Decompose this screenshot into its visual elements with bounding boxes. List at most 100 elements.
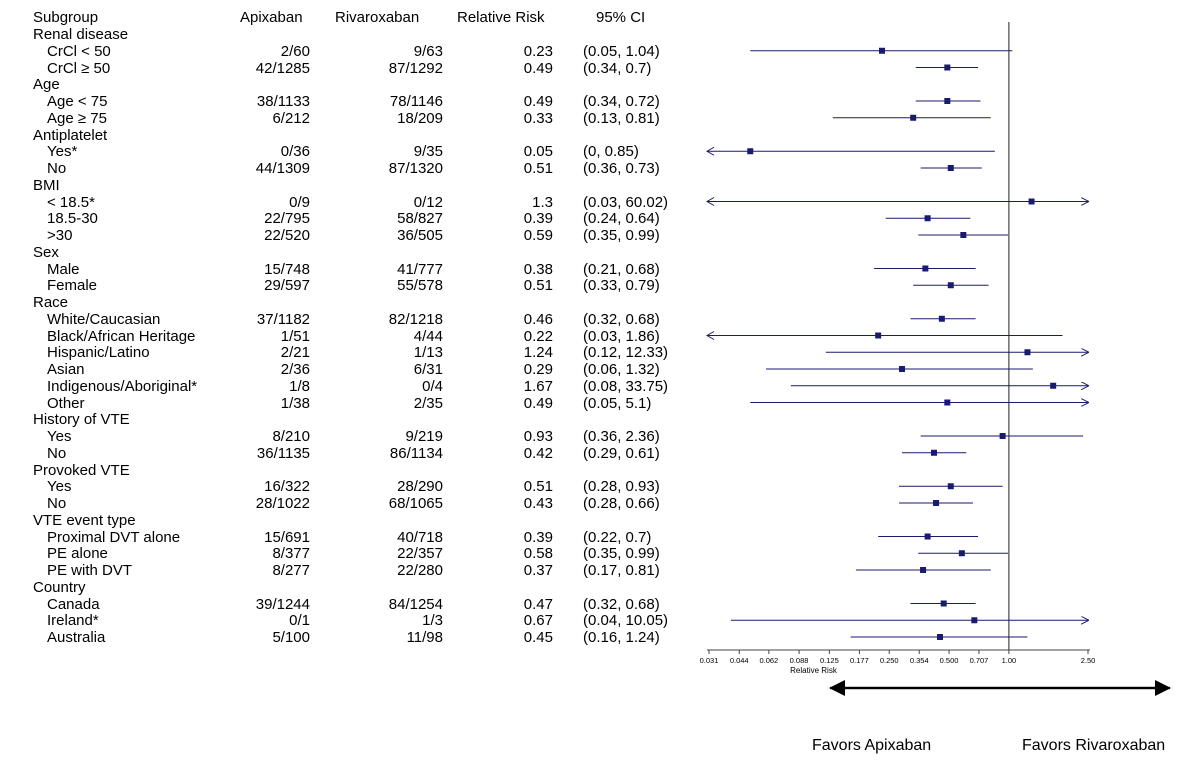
ci-value: (0.32, 0.68) <box>583 310 660 328</box>
table-row: Yes 16/322 28/290 0.51 (0.28, 0.93) <box>0 478 700 495</box>
ci-value: (0.22, 0.7) <box>583 528 652 546</box>
point-estimate <box>924 533 931 540</box>
ci-value: (0.04, 10.05) <box>583 612 669 630</box>
apixaban-count: 2/21 <box>280 344 310 362</box>
table-row: Asian 2/36 6/31 0.29 (0.06, 1.32) <box>0 361 700 378</box>
header-relative-risk: Relative Risk <box>457 9 545 26</box>
subgroup-label: Other <box>47 394 85 412</box>
rivaroxaban-count: 41/777 <box>397 260 443 278</box>
ci-value: (0.34, 0.72) <box>583 93 660 110</box>
subgroup-label: CrCl ≥ 50 <box>47 59 111 77</box>
ci-value: (0.21, 0.68) <box>583 260 660 278</box>
x-axis-label: Relative Risk <box>790 666 838 675</box>
point-estimate <box>1050 382 1057 389</box>
table-row: < 18.5* 0/9 0/12 1.3 (0.03, 60.02) <box>0 194 700 211</box>
rivaroxaban-count: 68/1065 <box>388 495 443 512</box>
x-tick-label: 0.354 <box>910 656 929 665</box>
subgroup-label: Age ≥ 75 <box>47 109 107 127</box>
ci-value: (0.13, 0.81) <box>583 109 660 127</box>
relative-risk-value: 0.23 <box>523 42 553 60</box>
point-estimate <box>960 232 967 238</box>
group-label: Renal disease <box>33 26 129 43</box>
ci-value: (0.28, 0.66) <box>583 495 660 512</box>
subgroup-label: Australia <box>47 629 106 646</box>
table-row: Age ≥ 75 6/212 18/209 0.33 (0.13, 0.81) <box>0 110 700 127</box>
ci-value: (0.36, 2.36) <box>583 428 660 445</box>
rivaroxaban-count: 22/280 <box>397 562 443 579</box>
favors-apixaban-label: Favors Apixaban <box>812 737 932 754</box>
relative-risk-value: 0.93 <box>523 428 553 445</box>
relative-risk-value: 0.47 <box>523 595 553 613</box>
ci-value: (0.05, 5.1) <box>583 394 652 412</box>
relative-risk-value: 0.39 <box>523 210 553 228</box>
point-estimate <box>1028 198 1035 205</box>
subgroup-label: < 18.5* <box>47 193 95 211</box>
x-tick-label: 0.250 <box>880 656 899 665</box>
apixaban-count: 1/38 <box>280 394 310 412</box>
group-header-row: Race <box>0 294 700 311</box>
apixaban-count: 0/1 <box>289 612 310 630</box>
apixaban-count: 1/51 <box>280 327 310 345</box>
table-row: Proximal DVT alone 15/691 40/718 0.39 (0.22,… <box>0 529 700 546</box>
point-estimate <box>947 483 954 490</box>
table-row: No 44/1309 87/1320 0.51 (0.36, 0.73) <box>0 160 700 177</box>
ci-value: (0.29, 0.61) <box>583 444 660 462</box>
point-estimate <box>938 315 945 322</box>
table-row: Female 29/597 55/578 0.51 (0.33, 0.79) <box>0 277 700 294</box>
ci-value: (0.17, 0.81) <box>583 562 660 579</box>
relative-risk-value: 0.45 <box>523 629 553 646</box>
x-tick-label: 0.062 <box>759 656 778 665</box>
point-estimate <box>920 567 927 573</box>
apixaban-count: 28/1022 <box>255 495 310 512</box>
relative-risk-value: 0.22 <box>523 327 553 345</box>
rivaroxaban-count: 84/1254 <box>388 595 443 613</box>
apixaban-count: 37/1182 <box>256 310 310 328</box>
group-header-row: Provoked VTE <box>0 462 700 479</box>
ci-value: (0.24, 0.64) <box>583 210 660 228</box>
apixaban-count: 8/277 <box>272 562 310 579</box>
table-row: No 28/1022 68/1065 0.43 (0.28, 0.66) <box>0 495 700 512</box>
x-tick-label: 0.044 <box>730 656 749 665</box>
ci-value: (0.35, 0.99) <box>583 545 660 563</box>
apixaban-count: 29/597 <box>264 277 310 295</box>
relative-risk-value: 0.05 <box>523 143 553 161</box>
header-apixaban: Apixaban <box>240 9 303 26</box>
subgroup-table: Subgroup Apixaban Rivaroxaban Relative R… <box>0 0 700 650</box>
group-label: Race <box>33 294 69 311</box>
table-row: CrCl < 50 2/60 9/63 0.23 (0.05, 1.04) <box>0 43 700 60</box>
relative-risk-value: 1.67 <box>523 377 553 395</box>
rivaroxaban-count: 78/1146 <box>389 93 443 110</box>
subgroup-label: Yes <box>47 428 72 445</box>
ci-value: (0.05, 1.04) <box>583 42 660 60</box>
group-label: VTE event type <box>33 511 136 529</box>
ci-value: (0.08, 33.75) <box>583 377 669 395</box>
ci-arrow-left <box>705 331 715 340</box>
table-row: Indigenous/Aboriginal* 1/8 0/4 1.67 (0.08, 3… <box>0 378 700 395</box>
group-label: History of VTE <box>33 411 130 429</box>
apixaban-count: 36/1135 <box>256 444 310 462</box>
relative-risk-value: 0.42 <box>523 444 553 462</box>
apixaban-count: 5/100 <box>272 629 310 646</box>
relative-risk-value: 0.67 <box>523 612 553 630</box>
relative-risk-value: 1.3 <box>532 193 553 211</box>
x-tick-label: 0.088 <box>790 656 809 665</box>
group-header-row: BMI <box>0 177 700 194</box>
point-estimate <box>1024 349 1031 356</box>
x-tick-label: 2.50 <box>1081 656 1096 665</box>
table-header: Subgroup Apixaban Rivaroxaban Relative R… <box>0 9 700 26</box>
point-estimate <box>944 98 951 104</box>
ci-value: (0.36, 0.73) <box>583 160 660 177</box>
favors-rivaroxaban-label: Favors Rivaroxaban <box>1022 737 1166 754</box>
table-row: Other 1/38 2/35 0.49 (0.05, 5.1) <box>0 395 700 412</box>
relative-risk-value: 0.51 <box>523 160 553 177</box>
rivaroxaban-count: 1/13 <box>413 344 443 362</box>
rivaroxaban-count: 0/4 <box>422 377 443 395</box>
ci-value: (0.06, 1.32) <box>583 361 660 378</box>
apixaban-count: 8/210 <box>272 428 310 445</box>
subgroup-label: Canada <box>47 595 100 613</box>
table-row: Hispanic/Latino 2/21 1/13 1.24 (0.12, 12.33) <box>0 344 700 361</box>
subgroup-label: >30 <box>47 227 73 244</box>
relative-risk-value: 0.59 <box>523 227 553 244</box>
point-estimate <box>958 550 965 557</box>
